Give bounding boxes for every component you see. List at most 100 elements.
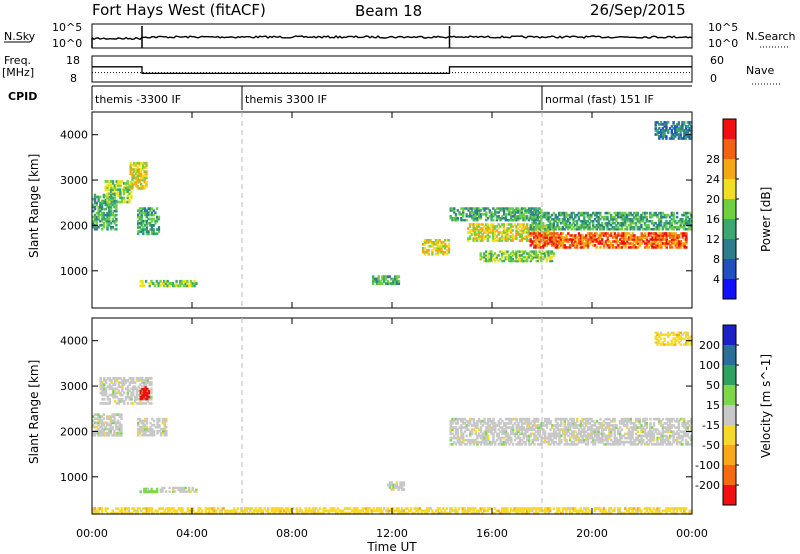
data-cell	[465, 438, 468, 442]
data-cell	[533, 432, 536, 436]
data-cell	[528, 438, 531, 442]
data-cell	[679, 442, 682, 446]
data-cell	[652, 511, 656, 515]
data-cell	[372, 279, 375, 283]
data-cell	[522, 237, 525, 240]
data-cell	[595, 225, 598, 229]
data-cell	[656, 333, 659, 337]
data-cell	[663, 123, 666, 126]
data-cell	[318, 507, 322, 511]
data-cell	[524, 511, 527, 515]
data-cell	[342, 511, 345, 515]
data-cell	[529, 225, 532, 229]
data-cell	[585, 238, 588, 241]
data-cell	[586, 417, 590, 421]
data-cell	[536, 246, 540, 249]
data-cell	[688, 442, 691, 446]
data-cell	[633, 507, 636, 511]
data-cell	[618, 422, 622, 425]
data-cell	[97, 427, 100, 431]
data-cell	[670, 246, 674, 249]
data-cell	[561, 246, 565, 249]
data-cell	[100, 199, 104, 203]
data-cell	[609, 213, 613, 217]
data-cell	[163, 431, 166, 435]
data-cell	[620, 232, 624, 235]
data-cell	[483, 436, 486, 440]
data-cell	[558, 227, 561, 231]
data-cell	[146, 395, 149, 399]
data-cell	[472, 239, 475, 242]
data-cell	[502, 211, 506, 214]
data-cell	[468, 225, 472, 228]
data-cell	[137, 389, 140, 393]
data-cell	[677, 434, 681, 438]
data-cell	[467, 207, 470, 210]
data-cell	[484, 227, 488, 230]
data-cell	[549, 432, 552, 436]
y-tick-label-3: 4000	[60, 335, 88, 348]
data-cell	[528, 424, 531, 427]
data-cell	[171, 284, 175, 288]
data-cell	[115, 387, 119, 391]
data-cell	[445, 245, 449, 248]
data-cell	[497, 227, 500, 230]
data-cell	[565, 213, 568, 217]
data-cell	[550, 217, 554, 221]
data-cell	[547, 507, 550, 511]
data-cell	[547, 256, 550, 259]
data-cell	[684, 428, 688, 431]
data-cell	[683, 337, 686, 340]
data-cell	[122, 182, 126, 185]
data-cell	[136, 184, 139, 188]
data-cell	[599, 240, 602, 243]
data-cell	[690, 227, 693, 231]
data-cell	[579, 507, 582, 511]
data-cell	[502, 207, 506, 210]
data-cell	[390, 483, 393, 487]
data-cell	[502, 225, 506, 228]
data-cell	[519, 440, 522, 444]
data-cell	[109, 225, 113, 229]
data-cell	[95, 421, 98, 425]
data-cell	[595, 232, 599, 235]
data-cell	[140, 230, 143, 233]
data-cell	[568, 511, 572, 515]
data-cell	[451, 419, 454, 423]
data-cell	[495, 256, 498, 259]
data-cell	[681, 242, 684, 245]
data-cell	[106, 211, 109, 215]
x-tick-label-0: 00:00	[76, 527, 108, 540]
data-cell	[483, 237, 486, 240]
data-cell	[595, 240, 599, 243]
data-cell	[638, 238, 642, 241]
data-cell	[102, 427, 105, 431]
data-cell	[528, 440, 531, 444]
data-cell	[519, 419, 522, 423]
data-cell	[143, 187, 146, 190]
data-cell	[494, 209, 497, 212]
data-cell	[659, 223, 663, 227]
data-cell	[640, 424, 643, 427]
data-cell	[599, 225, 602, 229]
data-cell	[667, 426, 670, 429]
data-cell	[434, 247, 438, 250]
data-cell	[649, 242, 652, 245]
data-cell	[108, 200, 111, 204]
data-cell	[102, 199, 106, 203]
data-cell	[672, 440, 675, 444]
data-cell	[572, 509, 575, 513]
data-cell	[243, 511, 247, 515]
data-cell	[661, 343, 664, 346]
data-cell	[588, 217, 591, 221]
data-cell	[513, 217, 516, 220]
data-cell	[108, 192, 111, 196]
data-cell	[520, 233, 523, 236]
data-cell	[635, 246, 638, 249]
data-cell	[574, 436, 577, 440]
data-cell	[649, 211, 652, 215]
data-cell	[574, 227, 577, 231]
data-cell	[567, 223, 570, 227]
data-cell	[608, 434, 611, 438]
data-cell	[677, 341, 681, 344]
